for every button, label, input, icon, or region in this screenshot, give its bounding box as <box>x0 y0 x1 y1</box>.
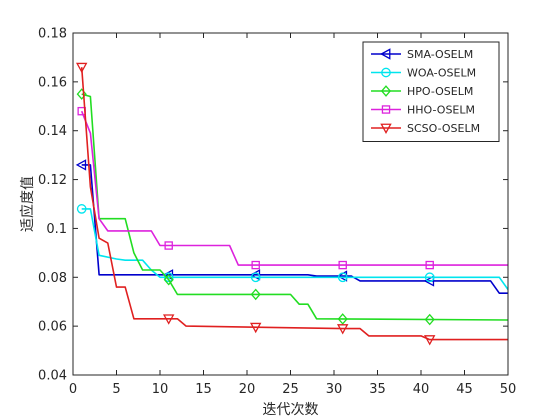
series-point-woa-oselm <box>76 204 87 214</box>
x-tick-label: 20 <box>239 382 256 397</box>
series-line-hho-oselm <box>80 110 508 266</box>
legend-item-hpo-oselm: HPO-OSELM <box>371 85 473 98</box>
legend: SMA-OSELM WOA-OSELM HPO-OSELM HHO-OSELM SCSO… <box>362 41 500 142</box>
legend-marker <box>380 123 392 134</box>
series-point-hpo-oselm <box>250 288 261 301</box>
y-tick-label: 0.04 <box>38 369 67 384</box>
series-point-hpo-oselm <box>337 313 348 325</box>
series-point-scso-oselm <box>336 324 349 335</box>
legend-marker <box>381 105 391 114</box>
x-tick-label: 50 <box>500 382 517 397</box>
series-point-hho-oselm <box>251 260 260 270</box>
axes: 0 5 10 15 20 25 30 35 40 45 50 0.04 0.06 0.08 0.1 0.12 0… <box>38 27 516 398</box>
series-point-hho-oselm <box>425 260 434 270</box>
series-point-woa-oselm <box>250 272 261 283</box>
series-point-hho-oselm <box>338 260 347 270</box>
x-tick-label: 45 <box>456 382 473 397</box>
series-point-scso-oselm <box>75 62 88 74</box>
series-line-scso-oselm <box>80 67 508 341</box>
series-line-sma-oselm <box>81 164 508 295</box>
x-tick-label: 0 <box>69 382 77 397</box>
x-tick-label: 35 <box>369 382 386 397</box>
legend-label: HHO-OSELM <box>407 104 475 117</box>
y-tick-label: 0.14 <box>38 124 67 139</box>
x-tick-label: 25 <box>282 382 299 397</box>
legend-marker <box>380 48 391 60</box>
legend-marker <box>380 85 392 97</box>
series-hho-oselm <box>77 106 508 270</box>
y-axis-title: 适应度值 <box>19 176 36 232</box>
series-point-hho-oselm <box>164 241 173 250</box>
series-point-hpo-oselm <box>163 273 174 286</box>
series-woa-oselm <box>76 204 509 290</box>
legend-item-scso-oselm: SCSO-OSELM <box>371 122 480 135</box>
series-hpo-oselm <box>76 88 509 326</box>
y-tick-label: 0.1 <box>46 222 67 237</box>
legend-label: SCSO-OSELM <box>407 122 480 135</box>
x-tick-label: 10 <box>152 382 169 397</box>
legend-marker <box>381 67 391 78</box>
legend-label: WOA-OSELM <box>407 67 476 80</box>
series-point-scso-oselm <box>423 335 436 346</box>
x-tick-label: 40 <box>413 382 430 397</box>
series-point-scso-oselm <box>249 322 262 334</box>
legend-item-hho-oselm: HHO-OSELM <box>371 104 475 117</box>
series-line-woa-oselm <box>81 208 509 290</box>
x-tick-label: 5 <box>112 382 120 397</box>
y-tick-label: 0.06 <box>38 320 67 335</box>
series-line-hpo-oselm <box>81 93 509 321</box>
y-tick-label: 0.08 <box>38 271 67 286</box>
legend-label: SMA-OSELM <box>407 48 473 61</box>
y-tick-label: 0.12 <box>38 173 67 188</box>
x-axis-title: 迭代次数 <box>263 402 319 418</box>
legend-item-sma-oselm: SMA-OSELM <box>371 48 473 61</box>
series-point-sma-oselm <box>75 159 87 171</box>
legend-label: HPO-OSELM <box>407 85 473 98</box>
series-point-woa-oselm <box>163 272 174 283</box>
y-tick-label: 0.18 <box>38 27 67 42</box>
series-point-woa-oselm <box>337 272 348 283</box>
x-tick-label: 15 <box>195 382 212 397</box>
series-point-woa-oselm <box>424 272 435 283</box>
legend-item-woa-oselm: WOA-OSELM <box>371 67 476 80</box>
x-tick-label: 30 <box>326 382 343 397</box>
series-point-hpo-oselm <box>76 88 87 100</box>
y-tick-label: 0.16 <box>38 75 67 90</box>
series-point-hpo-oselm <box>424 313 435 326</box>
series-point-sma-oselm <box>423 275 435 287</box>
series-scso-oselm <box>75 62 508 346</box>
series-point-scso-oselm <box>162 314 175 325</box>
